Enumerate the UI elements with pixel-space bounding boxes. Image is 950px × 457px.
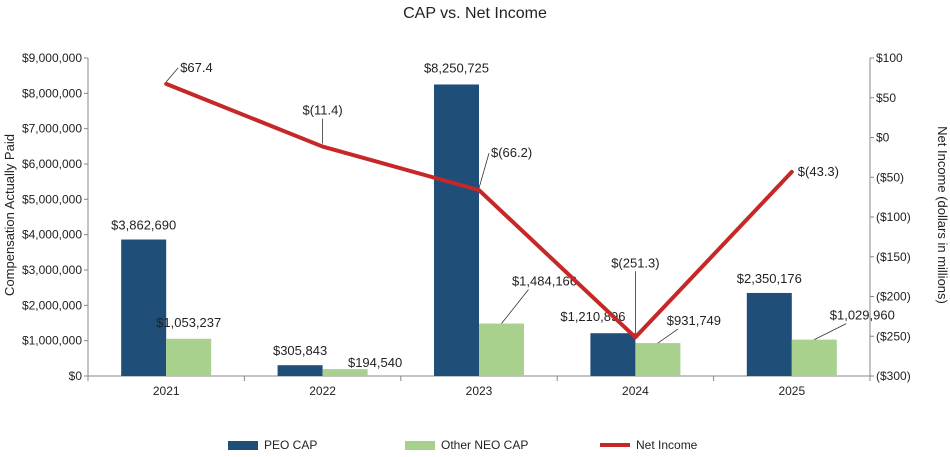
right-axis-tick-label: $0	[876, 131, 890, 145]
peo-cap-bar	[121, 239, 167, 376]
other-neo-cap-data-label: $1,053,237	[156, 315, 221, 330]
left-axis-tick-label: $4,000,000	[22, 228, 82, 242]
peo-cap-data-label: $2,350,176	[737, 271, 802, 286]
net-income-point	[321, 145, 325, 149]
net-income-leader-line	[478, 153, 490, 189]
peo-cap-bar	[434, 84, 479, 377]
peo-cap-bar	[746, 292, 792, 376]
net-income-point	[633, 335, 637, 339]
x-axis-tick-label: 2021	[153, 384, 180, 398]
chart-title: CAP vs. Net Income	[403, 5, 547, 22]
left-axis-tick-label: $7,000,000	[22, 122, 82, 136]
left-axis-tick-label: $2,000,000	[22, 298, 82, 312]
x-axis-tick-label: 2025	[778, 384, 805, 398]
right-axis-tick-label: $100	[876, 51, 903, 65]
other-neo-cap-data-label: $194,540	[348, 355, 402, 370]
legend-peo-cap-label: PEO CAP	[264, 438, 317, 452]
net-income-data-label: $67.4	[180, 60, 213, 75]
peo-cap-bar	[277, 365, 323, 376]
peo-cap-bar	[590, 333, 636, 376]
other-neo-cap-leader-line	[814, 323, 847, 340]
other-neo-cap-bar	[166, 338, 212, 376]
other-neo-cap-leader-line	[657, 328, 679, 344]
legend-other-neo-cap-label: Other NEO CAP	[441, 438, 528, 452]
net-income-data-label: $(11.4)	[302, 103, 342, 118]
peo-cap-data-label: $3,862,690	[111, 218, 176, 233]
net-income-leader-line	[165, 67, 179, 83]
other-neo-cap-data-label: $931,749	[667, 313, 721, 328]
left-axis-tick-label: $9,000,000	[22, 51, 82, 65]
left-axis-title: Compensation Actually Paid	[2, 134, 17, 296]
net-income-point	[164, 82, 168, 86]
left-axis-tick-label: $8,000,000	[22, 86, 82, 100]
net-income-data-label: $(251.3)	[611, 255, 659, 270]
other-neo-cap-bar	[479, 323, 524, 376]
other-neo-cap-data-label: $1,484,166	[512, 274, 577, 289]
left-axis-tick-label: $6,000,000	[22, 157, 82, 171]
right-axis-tick-label: $50	[876, 91, 896, 105]
other-neo-cap-bar	[635, 343, 681, 376]
right-axis-tick-label: ($300)	[876, 369, 911, 383]
right-axis-tick-label: ($200)	[876, 290, 911, 304]
left-axis-tick-label: $0	[69, 369, 83, 383]
net-income-point	[477, 188, 481, 192]
right-axis-tick-label: ($50)	[876, 170, 904, 184]
plot-area: $0 $1,000,000 $2,000,000 $3,000,000 $4,000,0…	[22, 51, 911, 398]
left-axis-tick-label: $1,000,000	[22, 334, 82, 348]
net-income-point	[790, 170, 794, 174]
x-axis-tick-label: 2022	[309, 384, 336, 398]
peo-cap-data-label: $305,843	[273, 343, 327, 358]
right-axis-tick-label: ($100)	[876, 210, 911, 224]
legend-net-income-label: Net Income	[636, 438, 698, 452]
net-income-data-label: $(43.3)	[798, 164, 839, 179]
right-axis-title: Net Income (dollars in millions)	[935, 126, 950, 304]
x-axis-tick-label: 2023	[466, 384, 493, 398]
other-neo-cap-leader-line	[501, 289, 529, 324]
other-neo-cap-bar	[791, 339, 837, 376]
peo-cap-data-label: $8,250,725	[424, 60, 489, 75]
left-axis-tick-label: $5,000,000	[22, 192, 82, 206]
right-axis-tick-label: ($250)	[876, 329, 911, 343]
legend-peo-cap-swatch	[228, 441, 258, 450]
legend-other-neo-cap-swatch	[405, 441, 435, 450]
legend: PEO CAP Other NEO CAP Net Income	[228, 438, 698, 452]
other-neo-cap-bar	[322, 369, 368, 376]
left-axis-tick-label: $3,000,000	[22, 263, 82, 277]
net-income-data-label: $(66.2)	[491, 145, 532, 160]
other-neo-cap-data-label: $1,029,960	[830, 308, 895, 323]
right-axis-tick-label: ($150)	[876, 250, 911, 264]
x-axis-tick-label: 2024	[622, 384, 649, 398]
